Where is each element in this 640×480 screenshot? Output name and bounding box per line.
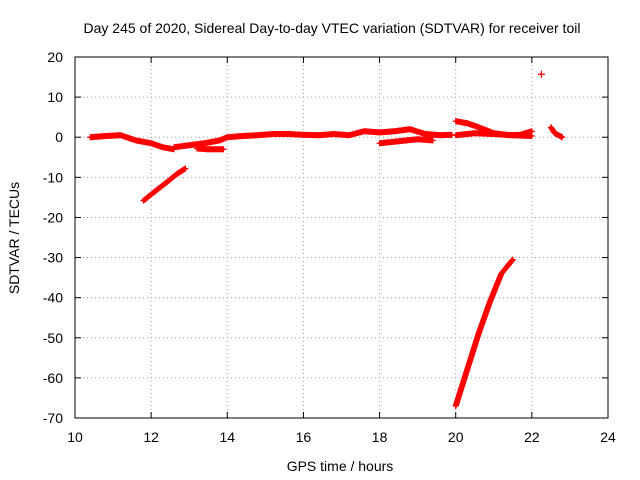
- data-marks: [87, 71, 565, 409]
- y-tick-label: -20: [43, 209, 63, 225]
- y-tick-label: -40: [43, 290, 63, 306]
- x-tick-label: 18: [372, 429, 388, 445]
- y-tick-label: -70: [43, 410, 63, 426]
- chart-title: Day 245 of 2020, Sidereal Day-to-day VTE…: [84, 20, 581, 36]
- y-tick-label: -30: [43, 250, 63, 266]
- y-tick-label: 20: [47, 49, 63, 65]
- y-tick-labels: 20 10 0 -10 -20 -30 -40 -50 -60 -70: [43, 49, 63, 426]
- x-tick-label: 24: [600, 429, 616, 445]
- grid: [75, 57, 608, 418]
- y-axis-label: SDTVAR / TECUs: [6, 182, 22, 294]
- x-tick-label: 10: [67, 429, 83, 445]
- y-tick-label: 0: [55, 129, 63, 145]
- y-tick-label: -50: [43, 330, 63, 346]
- x-tick-label: 20: [448, 429, 464, 445]
- x-axis-label: GPS time / hours: [287, 458, 394, 474]
- x-tick-label: 14: [219, 429, 235, 445]
- x-tick-label: 12: [143, 429, 159, 445]
- x-tick-labels: 10 12 14 16 18 20 22 24: [67, 429, 616, 445]
- x-tick-label: 16: [296, 429, 312, 445]
- plot-frame: [75, 57, 608, 418]
- y-tick-label: -10: [43, 169, 63, 185]
- y-tick-label: 10: [47, 89, 63, 105]
- y-tick-label: -60: [43, 370, 63, 386]
- x-tick-label: 22: [524, 429, 540, 445]
- data-point: [538, 71, 545, 78]
- axis-ticks: [75, 57, 608, 418]
